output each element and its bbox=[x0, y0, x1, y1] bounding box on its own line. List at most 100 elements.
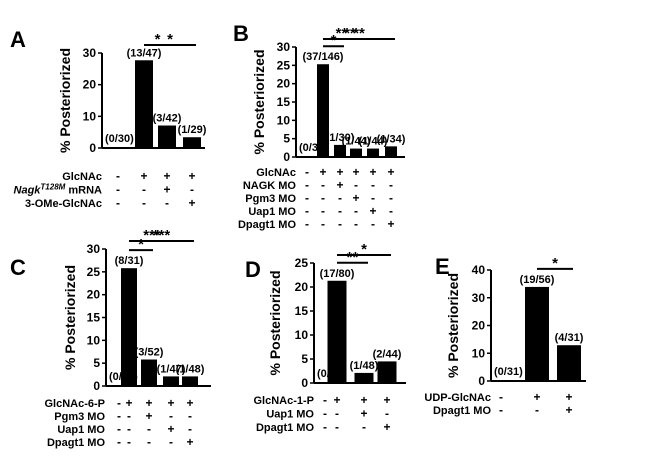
condition-sign: - bbox=[354, 217, 358, 231]
panel-d: D% Posteriorized0510152025(0/30)(17/80)(… bbox=[245, 241, 406, 434]
y-axis-label: % Posteriorized bbox=[445, 273, 461, 378]
y-tick-label: 15 bbox=[277, 95, 291, 109]
data-label: (1/29) bbox=[178, 124, 207, 136]
condition-sign: + bbox=[163, 169, 170, 183]
y-tick-label: 20 bbox=[87, 288, 101, 302]
y-tick-label: 0 bbox=[93, 379, 100, 393]
y-tick-label: 5 bbox=[301, 352, 308, 366]
condition-sign: - bbox=[389, 191, 393, 205]
data-label: (0/30) bbox=[105, 133, 134, 145]
condition-sign: - bbox=[142, 196, 146, 210]
condition-sign: - bbox=[117, 396, 121, 410]
bar bbox=[385, 146, 397, 157]
condition-label: Pgm3 MO bbox=[245, 193, 296, 205]
condition-sign: - bbox=[338, 217, 342, 231]
condition-sign: - bbox=[354, 204, 358, 218]
y-tick-label: 20 bbox=[472, 319, 486, 333]
condition-sign: + bbox=[125, 396, 132, 410]
panel-e: E% Posteriorized 0 10 20 30 40 (0/31) (19/56) (4… bbox=[424, 254, 586, 417]
condition-sign: - bbox=[323, 407, 327, 421]
significance-stars: * bbox=[552, 255, 558, 272]
y-tick-label: 0 bbox=[478, 374, 485, 388]
condition-sign: - bbox=[190, 183, 194, 197]
condition-sign: + bbox=[140, 169, 147, 183]
condition-sign: - bbox=[535, 403, 539, 417]
y-tick-label: 30 bbox=[277, 40, 291, 54]
significance-stars: *** bbox=[143, 227, 161, 244]
y-tick-label: 40 bbox=[472, 263, 486, 277]
y-tick-label: 0 bbox=[283, 150, 290, 164]
significance-stars: * bbox=[331, 32, 337, 49]
bar bbox=[367, 148, 379, 157]
condition-label: GlcNAc bbox=[62, 171, 102, 183]
condition-sign: - bbox=[371, 178, 375, 192]
y-tick-label: 5 bbox=[93, 356, 100, 370]
data-label: (2/44) bbox=[373, 348, 402, 360]
data-label: (3/42) bbox=[153, 113, 182, 125]
condition-sign: + bbox=[186, 396, 193, 410]
panel-label: C bbox=[10, 255, 26, 280]
y-tick-label: 10 bbox=[277, 113, 291, 127]
data-label: (4/31) bbox=[555, 332, 584, 344]
bar bbox=[327, 280, 347, 383]
condition-sign: + bbox=[319, 165, 326, 179]
condition-sign: + bbox=[565, 390, 572, 404]
significance-stars: ** bbox=[353, 25, 365, 42]
y-tick-label: 30 bbox=[83, 46, 97, 60]
y-tick-label: 20 bbox=[277, 77, 291, 91]
y-tick-label: 10 bbox=[87, 333, 101, 347]
y-axis-label: % Posteriorized bbox=[62, 265, 78, 370]
panel-b: B% Posteriorized051015202530(0/34)(37/14… bbox=[233, 21, 406, 231]
condition-label: Dpagt1 MO bbox=[256, 422, 315, 434]
condition-sign: + bbox=[383, 420, 390, 434]
bar bbox=[182, 376, 198, 386]
condition-sign: + bbox=[383, 393, 390, 407]
condition-sign: - bbox=[321, 204, 325, 218]
y-tick-label: 10 bbox=[83, 109, 97, 123]
y-tick-label: 30 bbox=[472, 291, 486, 305]
condition-sign: + bbox=[360, 393, 367, 407]
significance-stars: * bbox=[361, 241, 367, 258]
condition-sign: + bbox=[188, 196, 195, 210]
condition-sign: + bbox=[533, 390, 540, 404]
data-label: (8/31) bbox=[115, 255, 144, 267]
bar bbox=[135, 60, 153, 148]
condition-sign: + bbox=[188, 169, 195, 183]
condition-sign: - bbox=[305, 191, 309, 205]
bar bbox=[354, 372, 374, 383]
condition-sign: - bbox=[165, 196, 169, 210]
condition-sign: + bbox=[167, 396, 174, 410]
condition-sign: + bbox=[360, 407, 367, 421]
data-label: (1/34) bbox=[377, 133, 406, 145]
condition-sign: + bbox=[145, 409, 152, 423]
bar bbox=[557, 345, 581, 381]
condition-sign: - bbox=[305, 204, 309, 218]
condition-label: Pgm3 MO bbox=[54, 411, 105, 423]
condition-sign: - bbox=[147, 422, 151, 436]
condition-sign: - bbox=[305, 178, 309, 192]
data-label: (17/80) bbox=[320, 268, 355, 280]
condition-label: Uap1 MO bbox=[266, 409, 314, 421]
condition-sign: - bbox=[338, 191, 342, 205]
condition-sign: - bbox=[116, 169, 120, 183]
condition-sign: - bbox=[305, 165, 309, 179]
condition-label: Dpagt1 MO bbox=[433, 405, 492, 417]
bar bbox=[317, 64, 329, 157]
bar bbox=[525, 286, 549, 381]
y-axis-label: % Posteriorized bbox=[251, 49, 267, 154]
bar bbox=[377, 361, 397, 383]
condition-sign: - bbox=[499, 390, 503, 404]
bar bbox=[121, 268, 137, 386]
bar bbox=[334, 144, 346, 157]
condition-sign: - bbox=[371, 191, 375, 205]
condition-sign: - bbox=[305, 217, 309, 231]
bar bbox=[350, 148, 362, 157]
panel-c: C% Posteriorized051015202530(0/48)(8/31)… bbox=[10, 227, 211, 449]
condition-sign: - bbox=[147, 435, 151, 449]
y-axis-label: % Posteriorized bbox=[57, 48, 73, 153]
condition-sign: - bbox=[338, 204, 342, 218]
y-axis-label: % Posteriorized bbox=[267, 270, 283, 375]
condition-sign: - bbox=[323, 393, 327, 407]
significance-stars: *** bbox=[153, 227, 171, 244]
condition-sign: + bbox=[387, 165, 394, 179]
